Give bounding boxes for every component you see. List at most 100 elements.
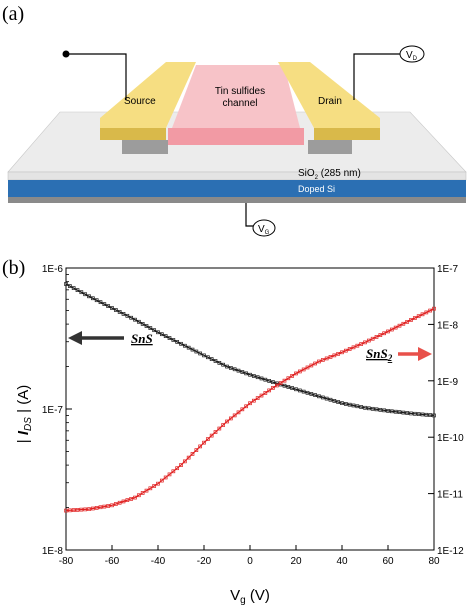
data-point <box>94 506 99 510</box>
data-point <box>163 475 168 480</box>
data-point <box>401 321 406 326</box>
source-pad-base <box>122 140 168 154</box>
data-point <box>248 372 252 377</box>
right-y-tick-label: 1E-8 <box>437 320 459 331</box>
data-point <box>363 405 367 410</box>
data-point <box>221 423 226 427</box>
sns2-arrow-head <box>418 347 432 361</box>
channel-label-line2: channel <box>222 98 257 109</box>
data-point <box>244 404 249 409</box>
data-point <box>159 478 164 483</box>
data-point <box>175 340 180 344</box>
data-point <box>263 377 268 382</box>
series-sns <box>64 282 436 418</box>
data-point <box>156 330 160 335</box>
data-point <box>432 413 436 418</box>
vd-terminal <box>399 45 425 63</box>
data-point <box>317 359 321 364</box>
data-point <box>336 351 341 356</box>
data-point <box>209 433 214 438</box>
data-point <box>251 398 256 403</box>
data-point <box>117 310 122 314</box>
data-point <box>79 507 84 512</box>
data-point <box>133 317 137 322</box>
channel-label-line1: Tin sulfides <box>215 86 265 97</box>
data-point <box>317 394 321 399</box>
data-point <box>424 412 429 417</box>
data-point <box>179 341 183 346</box>
x-tick-label: -40 <box>151 556 166 567</box>
data-point <box>194 448 199 452</box>
data-point <box>328 397 333 402</box>
data-point <box>228 366 233 370</box>
data-point <box>148 326 153 330</box>
gate-wire <box>245 203 256 227</box>
data-point <box>121 499 126 504</box>
data-point <box>117 500 122 505</box>
substrate-bottom-edge <box>8 197 466 203</box>
x-tick-label: -60 <box>105 556 120 567</box>
data-point <box>182 343 187 348</box>
data-point <box>309 392 314 396</box>
data-point <box>332 353 337 358</box>
data-point <box>301 389 306 394</box>
sns2-annotation: SnS2 <box>366 346 432 363</box>
data-point <box>259 376 264 381</box>
data-point <box>343 348 348 353</box>
data-point <box>110 503 114 508</box>
data-point <box>416 314 421 319</box>
data-point <box>389 327 394 332</box>
data-point <box>405 320 410 324</box>
left-y-tick-label: 1E-8 <box>42 546 64 557</box>
data-point <box>263 391 268 395</box>
data-point <box>75 288 80 292</box>
channel-front <box>168 128 304 145</box>
data-point <box>67 508 72 513</box>
data-point <box>267 388 272 393</box>
data-point <box>340 401 344 406</box>
drain-pad-base <box>308 140 352 154</box>
data-point <box>152 328 157 333</box>
data-point <box>94 298 99 303</box>
source-electrode-top <box>100 62 196 128</box>
x-tick-label: -20 <box>197 556 212 567</box>
vg-terminal <box>252 219 276 237</box>
data-point <box>347 402 352 407</box>
data-point <box>102 504 107 509</box>
data-point <box>171 338 176 342</box>
data-point <box>412 316 417 320</box>
data-point <box>386 329 390 334</box>
right-y-axis: 1E-12 1E-11 1E-10 1E-9 1E-8 1E-7 <box>428 264 464 557</box>
data-point <box>255 396 260 400</box>
data-point <box>355 343 360 348</box>
data-point <box>382 408 387 413</box>
data-point <box>382 331 387 336</box>
data-point <box>363 340 367 345</box>
x-tick-label: 60 <box>382 556 394 567</box>
data-point <box>336 400 341 404</box>
data-point <box>225 364 229 369</box>
data-point <box>152 484 157 488</box>
data-point <box>320 358 325 362</box>
data-point <box>397 410 402 415</box>
data-point <box>324 396 329 401</box>
x-tick-label: 0 <box>247 556 253 567</box>
y-axis-title-left: | IDS | (A) <box>15 385 34 443</box>
data-point <box>213 430 218 434</box>
drain-electrode-top <box>278 62 380 128</box>
data-point <box>121 312 126 316</box>
data-point <box>98 300 103 305</box>
data-point <box>129 315 134 320</box>
data-point <box>190 347 195 352</box>
data-point <box>87 294 91 299</box>
data-point <box>351 345 356 350</box>
data-point <box>255 375 260 380</box>
data-point <box>148 486 153 491</box>
left-y-tick-label: 1E-6 <box>42 264 64 275</box>
data-point <box>324 356 329 361</box>
data-point <box>113 502 118 506</box>
series-sns2 <box>64 306 436 513</box>
data-point <box>290 373 295 378</box>
data-point <box>297 388 302 393</box>
